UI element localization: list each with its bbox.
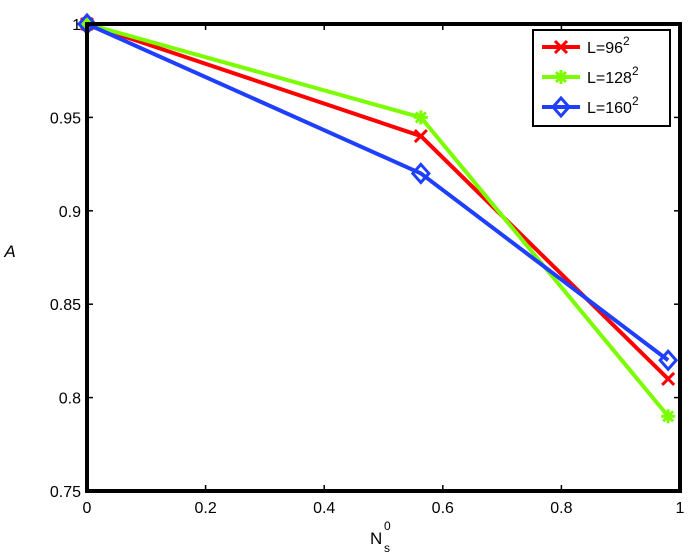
legend-label: L=1602 <box>587 94 639 117</box>
x-axis-label-main: N <box>370 529 382 548</box>
x-marker <box>413 129 428 144</box>
y-tick-label: 0.95 <box>50 110 81 127</box>
x-marker <box>661 371 676 386</box>
y-tick-label: 0.8 <box>59 391 81 408</box>
series-line <box>86 22 670 362</box>
x-tick-label: 0.8 <box>550 500 572 517</box>
x-tick-label: 1 <box>676 500 685 517</box>
star-marker <box>413 110 428 125</box>
diamond-marker <box>550 95 572 119</box>
diamond-marker <box>410 162 431 185</box>
y-axis-label: A <box>3 242 15 261</box>
diamond-marker <box>658 348 679 372</box>
y-tick-label: 0.9 <box>59 204 81 221</box>
y-tick-label: 1 <box>72 17 81 34</box>
y-tick-label: 0.75 <box>50 484 81 501</box>
x-tick-label: 0.6 <box>432 500 454 517</box>
series-layer <box>76 12 679 424</box>
legend-label: L=962 <box>587 34 630 57</box>
y-tick-label: 0.85 <box>50 297 81 314</box>
ticks-layer: 0 0.2 0.4 0.6 0.8 1 0.75 0.8 0.85 0.9 0.95 1 <box>50 17 685 517</box>
legend-entry: L=1282 <box>542 64 639 87</box>
x-tick-label: 0.2 <box>194 500 216 517</box>
legend: L=962 L=1282 L=1602 <box>532 29 671 127</box>
x-tick-label: 0.4 <box>313 500 335 517</box>
star-marker <box>554 70 568 84</box>
x-tick-label: 0 <box>83 500 92 517</box>
x-axis-label-sup: 0 <box>384 519 391 533</box>
legend-entry: L=1602 <box>542 94 639 119</box>
star-marker <box>661 409 676 424</box>
x-axis-label: N0 s <box>370 519 391 555</box>
legend-entry: L=962 <box>542 34 630 57</box>
legend-label: L=1282 <box>587 64 639 87</box>
x-marker <box>553 39 569 55</box>
x-axis-label-sub: s <box>384 541 390 555</box>
plot-area-frame <box>85 22 682 493</box>
